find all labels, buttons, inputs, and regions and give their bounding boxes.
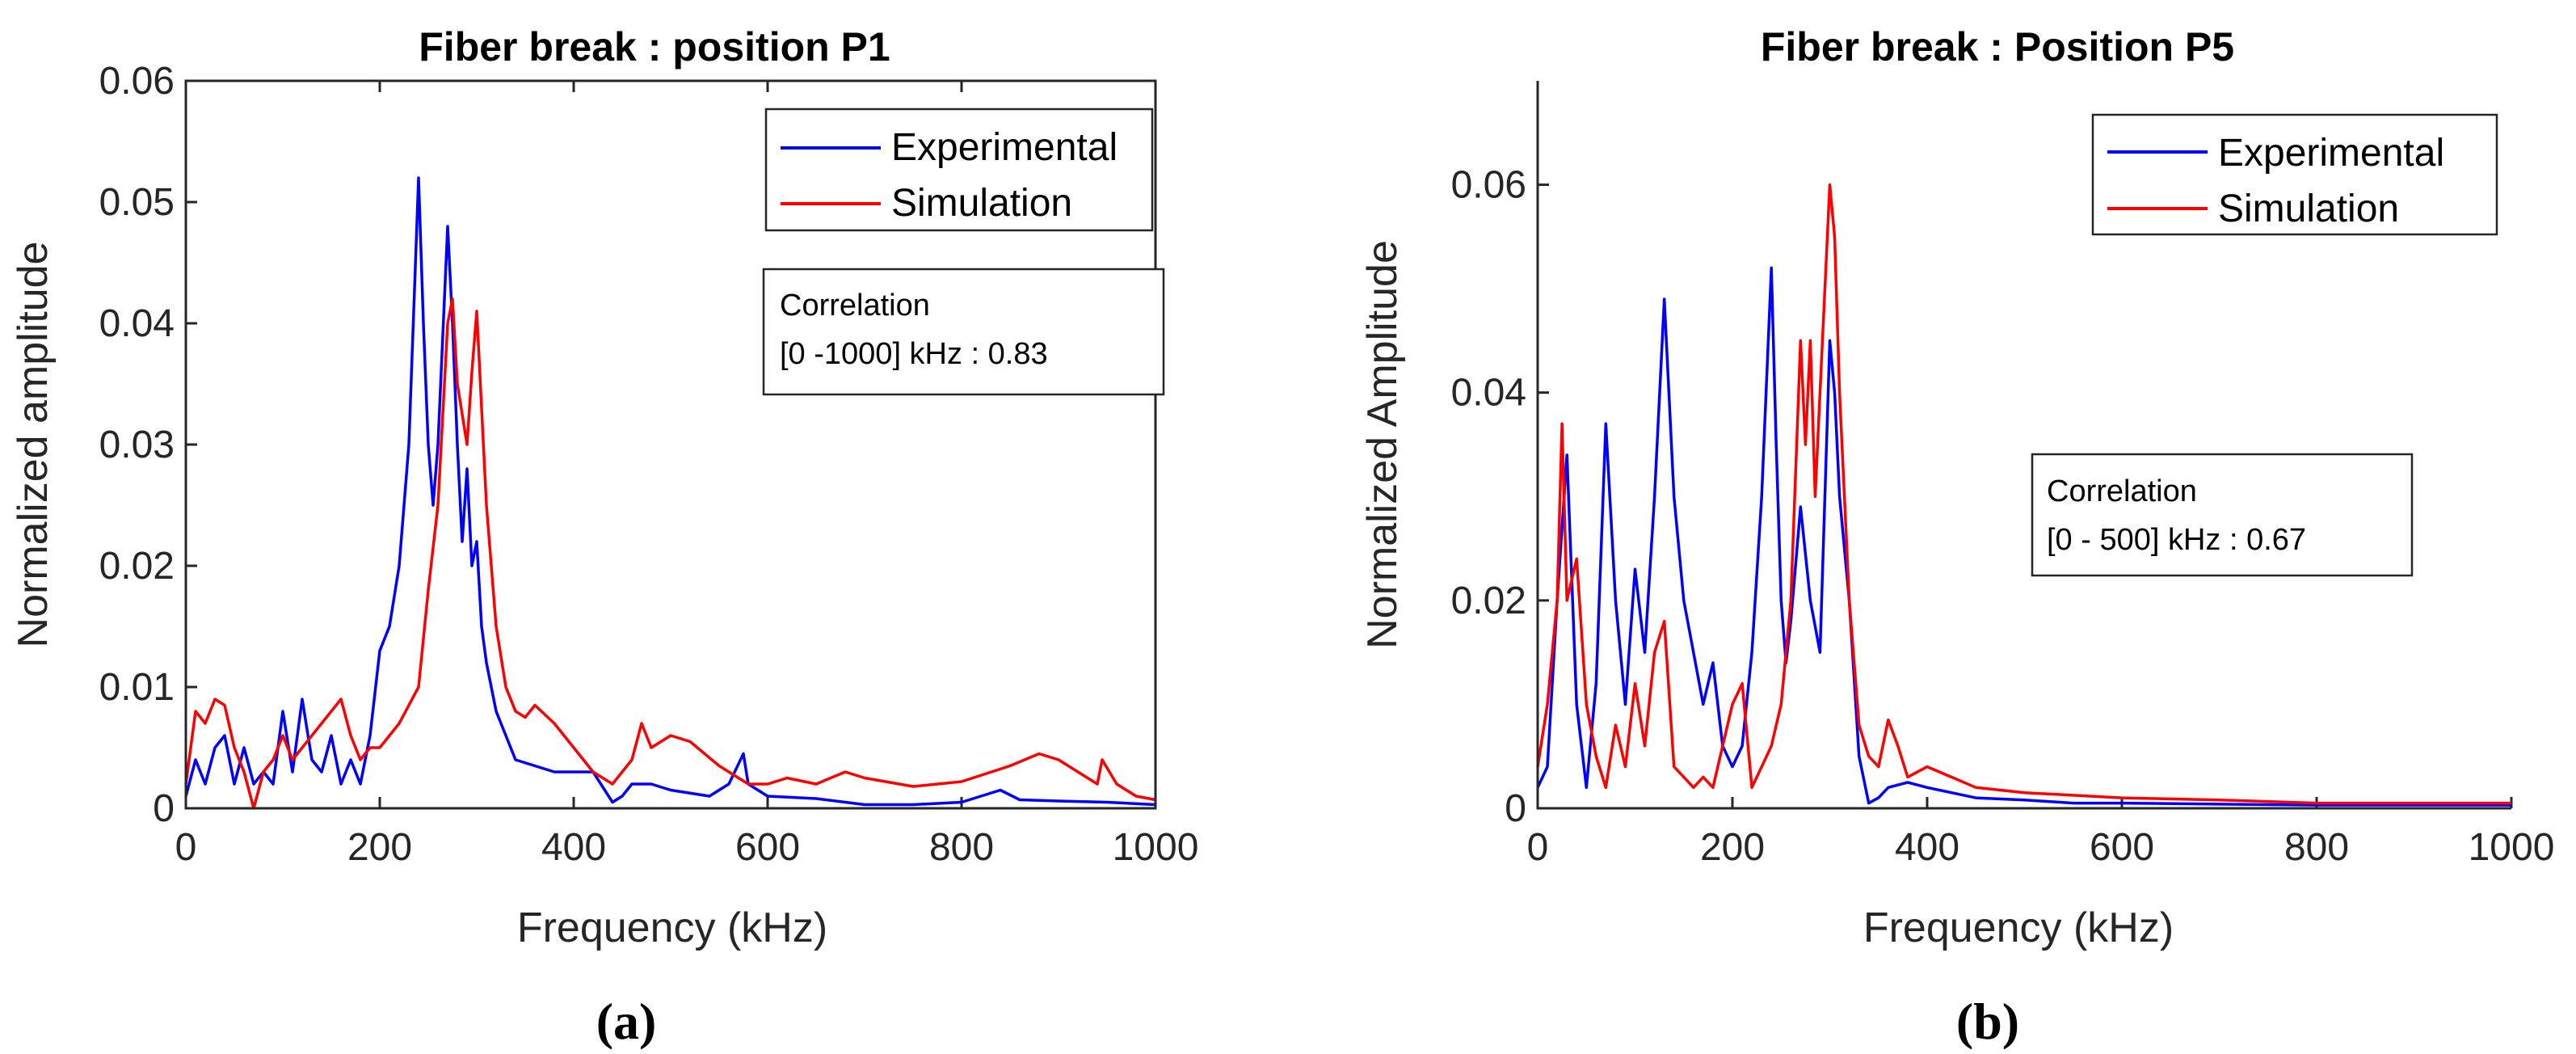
series-line-experimental (184, 176, 1156, 807)
legend-box (764, 108, 1154, 232)
panel-a: Fiber break : position P1 Frequency (kHz… (10, 24, 1198, 1050)
x-tick-label: 0 (1527, 826, 1549, 869)
axes-frame (1536, 81, 2511, 810)
axes-frame (184, 79, 1157, 810)
annotation-line-1: Correlation (2047, 474, 2197, 508)
chart-title: Fiber break : position P1 (419, 24, 890, 70)
x-tick-label: 800 (2284, 826, 2349, 869)
annotation-box (2031, 453, 2414, 577)
y-tick-label: 0.04 (99, 302, 175, 345)
x-tick-label: 400 (541, 826, 606, 869)
y-tick-label: 0.01 (99, 666, 175, 709)
chart-title: Fiber break : Position P5 (1761, 24, 2234, 70)
x-ticks: 0 200 400 600 800 1000 (175, 81, 1199, 869)
y-tick-label: 0.02 (1451, 580, 1526, 622)
x-axis-label: Frequency (kHz) (1863, 904, 2174, 951)
x-tick-label: 1000 (1113, 826, 1199, 869)
annotation-line-2: [0 -1000] kHz : 0.83 (780, 337, 1048, 371)
y-tick-label: 0.02 (99, 545, 175, 588)
legend: Experimental Simulation (764, 108, 1154, 232)
x-tick-label: 600 (735, 826, 800, 869)
correlation-annotation: Correlation [0 -1000] kHz : 0.83 (762, 268, 1165, 396)
y-axis-label: Normalized Amplitude (1359, 240, 1406, 649)
x-tick-label: 200 (347, 826, 412, 869)
y-tick-label: 0 (1505, 787, 1526, 830)
legend: Experimental Simulation (2091, 113, 2498, 236)
series-line-experimental (1536, 266, 2511, 807)
x-tick-label: 0 (175, 826, 197, 869)
x-tick-label: 600 (2090, 826, 2154, 869)
panel-label: (b) (1956, 993, 2019, 1050)
annotation-line-1: Correlation (780, 289, 930, 323)
x-tick-label: 400 (1895, 826, 1959, 869)
panel-b: Fiber break : Position P5 Frequency (kHz… (1359, 24, 2554, 1050)
y-tick-label: 0.03 (99, 424, 175, 466)
legend-label-experimental: Experimental (891, 126, 1118, 169)
x-ticks: 0 200 400 600 800 1000 (1527, 797, 2555, 869)
series-layer (184, 176, 1156, 810)
y-ticks: 0 0.01 0.02 0.03 0.04 0.05 0.06 (99, 60, 197, 830)
y-tick-label: 0.05 (99, 181, 175, 224)
annotation-line-2: [0 - 500] kHz : 0.67 (2047, 523, 2306, 557)
x-axis-label: Frequency (kHz) (517, 904, 827, 951)
correlation-annotation: Correlation [0 - 500] kHz : 0.67 (2031, 453, 2414, 577)
x-tick-label: 200 (1700, 826, 1765, 869)
series-layer (1536, 183, 2511, 807)
y-tick-label: 0.06 (1451, 164, 1526, 207)
y-tick-label: 0.04 (1451, 372, 1526, 415)
legend-label-simulation: Simulation (891, 182, 1072, 225)
y-tick-label: 0.06 (99, 60, 175, 103)
panel-label: (a) (596, 993, 657, 1050)
legend-box (2091, 113, 2498, 236)
y-axis-label: Normalized amplitude (10, 242, 57, 648)
legend-label-simulation: Simulation (2218, 188, 2399, 230)
y-tick-label: 0 (153, 787, 175, 830)
annotation-box (762, 268, 1165, 396)
series-line-simulation (184, 297, 1156, 810)
y-ticks: 0 0.02 0.04 0.06 (1451, 164, 1549, 830)
x-tick-label: 1000 (2469, 826, 2555, 869)
series-line-simulation (1536, 183, 2511, 805)
x-tick-label: 800 (929, 826, 994, 869)
legend-label-experimental: Experimental (2218, 132, 2444, 175)
